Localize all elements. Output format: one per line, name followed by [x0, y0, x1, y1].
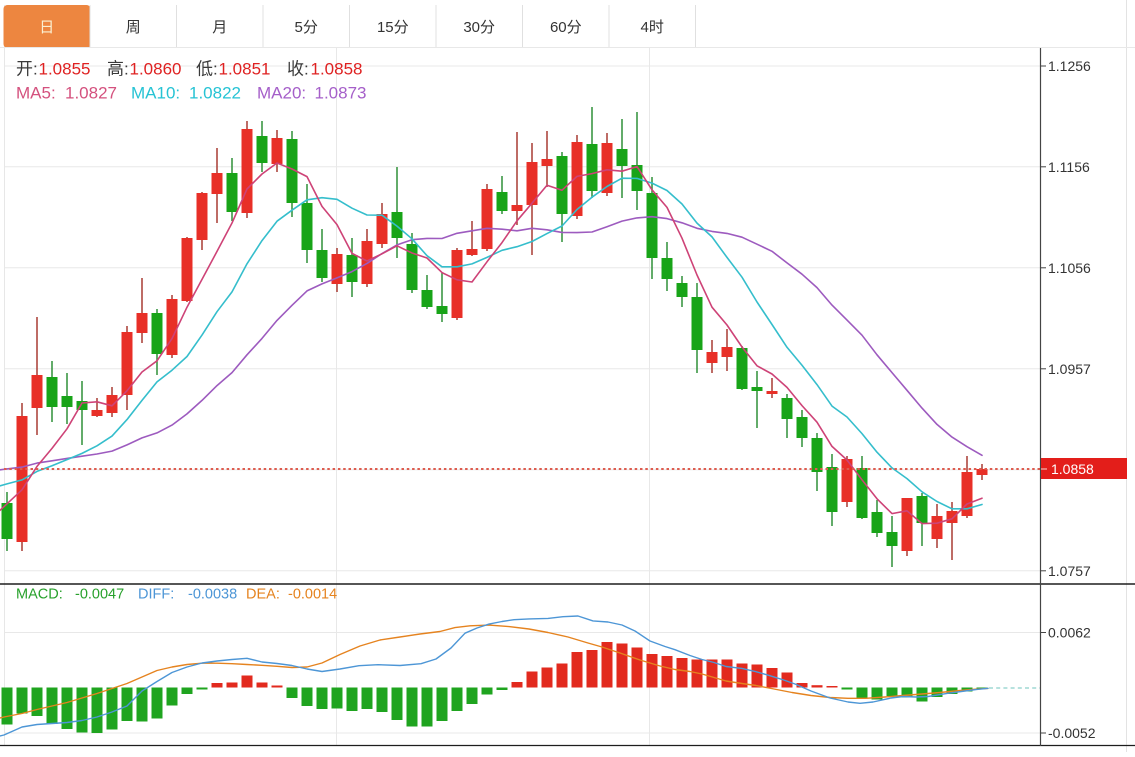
svg-text:1.0858: 1.0858	[311, 60, 363, 79]
svg-text:日: 日	[39, 19, 54, 36]
svg-text:1.1056: 1.1056	[1048, 260, 1091, 276]
svg-text:0.0062: 0.0062	[1048, 625, 1091, 641]
svg-text:1.0873: 1.0873	[315, 84, 367, 103]
svg-text:月: 月	[212, 19, 227, 36]
svg-text:-0.0014: -0.0014	[288, 587, 337, 603]
svg-text:高:: 高:	[107, 60, 129, 79]
svg-text:4时: 4时	[641, 19, 664, 36]
svg-text:DIFF:: DIFF:	[138, 587, 174, 603]
svg-text:-0.0052: -0.0052	[1048, 725, 1096, 741]
svg-text:MA5:: MA5:	[16, 84, 56, 103]
svg-text:1.0957: 1.0957	[1048, 361, 1091, 377]
svg-text:MACD:: MACD:	[16, 587, 63, 603]
svg-text:1.0827: 1.0827	[65, 84, 117, 103]
svg-text:60分: 60分	[550, 19, 582, 36]
svg-text:1.0860: 1.0860	[130, 60, 182, 79]
svg-text:15分: 15分	[377, 19, 409, 36]
svg-text:1.0757: 1.0757	[1048, 563, 1091, 579]
svg-text:-0.0038: -0.0038	[188, 587, 237, 603]
svg-text:DEA:: DEA:	[246, 587, 280, 603]
svg-text:30分: 30分	[463, 19, 495, 36]
svg-text:1.0822: 1.0822	[189, 84, 241, 103]
svg-text:1.1156: 1.1156	[1048, 159, 1090, 175]
svg-text:5分: 5分	[295, 19, 318, 36]
svg-text:开:: 开:	[16, 60, 38, 79]
svg-text:1.0858: 1.0858	[1051, 461, 1094, 477]
svg-text:周: 周	[126, 19, 141, 36]
svg-text:1.0851: 1.0851	[219, 60, 271, 79]
svg-text:MA10:: MA10:	[131, 84, 180, 103]
svg-text:收:: 收:	[287, 60, 309, 79]
svg-text:1.0855: 1.0855	[39, 60, 91, 79]
svg-text:低:: 低:	[196, 60, 218, 79]
svg-text:1.1256: 1.1256	[1048, 58, 1091, 74]
svg-text:-0.0047: -0.0047	[75, 587, 124, 603]
svg-text:MA20:: MA20:	[257, 84, 306, 103]
